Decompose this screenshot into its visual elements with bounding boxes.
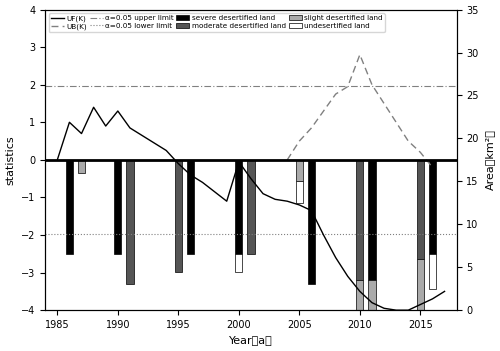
Bar xyxy=(174,160,182,272)
Bar xyxy=(308,160,315,284)
Legend: UF(K), UB(K), α=0.05 upper limit, α=0.05 lower limit, severe desertified land, m: UF(K), UB(K), α=0.05 upper limit, α=0.05… xyxy=(49,13,384,32)
Bar xyxy=(296,181,303,203)
Bar xyxy=(416,259,424,345)
Bar xyxy=(429,160,436,254)
Bar xyxy=(114,160,122,254)
Bar xyxy=(356,160,364,280)
X-axis label: Year（a）: Year（a） xyxy=(229,336,273,345)
Bar xyxy=(356,280,364,314)
Y-axis label: statistics: statistics xyxy=(6,135,16,185)
Y-axis label: Area（km²）: Area（km²） xyxy=(484,130,494,190)
Bar xyxy=(296,160,303,181)
Bar xyxy=(368,280,376,351)
Bar xyxy=(78,160,85,173)
Bar xyxy=(429,254,436,289)
Bar xyxy=(66,160,73,254)
Bar xyxy=(235,160,242,254)
Bar xyxy=(368,160,376,280)
Bar xyxy=(416,160,424,259)
Bar xyxy=(248,160,254,254)
Bar xyxy=(235,254,242,272)
Bar xyxy=(126,160,134,284)
Bar xyxy=(187,160,194,254)
